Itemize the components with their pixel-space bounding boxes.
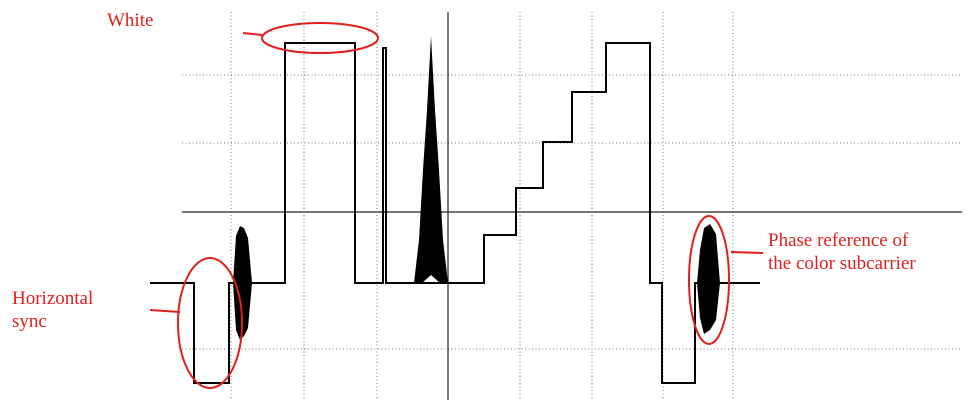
phase-reference-label: Phase reference of the color subcarrier <box>768 229 916 275</box>
phase-reference-highlight-ellipse <box>688 215 730 345</box>
white-highlight-ellipse <box>261 22 379 54</box>
waveform-trace <box>150 42 760 384</box>
horizontal-sync-label-line1: Horizontal <box>12 288 94 309</box>
chroma-packet <box>414 36 448 283</box>
hsync-highlight-ellipse <box>177 257 243 389</box>
white-label: White <box>107 10 154 31</box>
white-pointer-line <box>242 32 263 36</box>
phase-reference-label-line2: the color subcarrier <box>768 253 916 274</box>
horizontal-sync-label-line2: sync <box>12 311 47 332</box>
color-burst-right <box>697 224 720 334</box>
graticule-axes <box>182 12 962 400</box>
graticule <box>182 12 960 400</box>
color-burst-left <box>233 226 252 340</box>
phase-reference-label-line1: Phase reference of <box>768 230 909 251</box>
horizontal-sync-label: Horizontal sync <box>12 287 93 333</box>
hsync-pointer-line <box>149 309 181 313</box>
phase-reference-pointer-line <box>730 251 764 254</box>
annotation-markers <box>149 22 764 389</box>
